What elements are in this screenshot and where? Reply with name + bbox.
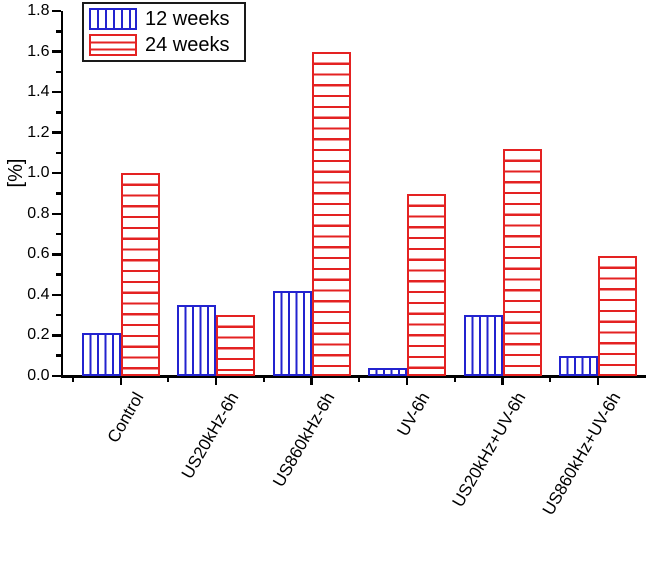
y-axis-major-tick [51, 171, 61, 175]
x-axis-major-tick [405, 377, 409, 385]
x-axis-major-tick [214, 377, 218, 385]
x-axis-major-tick [501, 377, 504, 385]
x-axis-major-tick [310, 377, 313, 385]
bar-12-weeks-US860kHz+UV-6h [559, 355, 598, 376]
y-tick-label: 0.0 [27, 367, 50, 384]
bar-24-weeks-UV-6h [407, 193, 447, 376]
bar-24-weeks-US860kHz-6h [311, 51, 351, 376]
y-tick-label: 0.2 [27, 326, 50, 344]
y-tick-label: 1.0 [27, 164, 50, 182]
y-axis-major-tick [51, 253, 61, 256]
y-axis-minor-tick [55, 151, 61, 155]
bar-24-weeks-US860kHz+UV-6h [598, 256, 637, 376]
y-tick-label: 0.4 [27, 285, 50, 303]
y-axis-minor-tick [55, 273, 61, 276]
x-axis-minor-tick [167, 377, 170, 382]
y-axis-major-tick [51, 334, 61, 337]
bar-12-weeks-US20kHz+UV-6h [463, 315, 503, 376]
x-axis [60, 375, 646, 378]
x-axis-minor-tick [72, 377, 75, 382]
y-axis-minor-tick [55, 313, 61, 317]
legend-item-12-weeks: 12 weeks [89, 8, 240, 31]
x-axis-minor-tick [549, 377, 552, 382]
bar-12-weeks-Control [81, 333, 121, 376]
bar-12-weeks-UV-6h [368, 367, 408, 376]
legend-label-24-weeks: 24 weeks [145, 33, 230, 56]
legend: 12 weeks 24 weeks [82, 2, 246, 62]
y-tick-label: 1.6 [27, 42, 50, 60]
x-axis-minor-tick [358, 377, 361, 382]
y-axis-major-tick [51, 293, 61, 297]
bar-12-weeks-US20kHz-6h [177, 305, 217, 376]
legend-item-24-weeks: 24 weeks [89, 33, 240, 56]
y-axis [60, 11, 63, 378]
x-axis-minor-tick [453, 377, 456, 382]
y-axis-major-tick [51, 90, 61, 94]
legend-swatch-24-weeks-icon [89, 33, 137, 56]
y-axis-minor-tick [55, 192, 61, 195]
y-tick-label: 0.8 [27, 204, 50, 222]
y-axis-minor-tick [55, 70, 61, 74]
y-axis-minor-tick [55, 30, 61, 33]
bar-12-weeks-US860kHz-6h [272, 290, 312, 376]
legend-swatch-12-weeks-icon [89, 8, 137, 31]
y-axis-major-tick [51, 212, 61, 216]
legend-label-12-weeks: 12 weeks [145, 8, 230, 31]
y-axis-major-tick [51, 9, 61, 13]
bar-24-weeks-Control [120, 173, 160, 376]
y-axis-major-tick [51, 50, 61, 53]
y-tick-label: 0.6 [27, 245, 50, 263]
x-category-label: Control [103, 389, 148, 446]
y-axis-minor-tick [55, 232, 61, 236]
y-tick-label: 1.8 [27, 2, 50, 19]
y-axis-minor-tick [55, 354, 61, 357]
y-tick-label: 1.4 [27, 83, 50, 101]
y-axis-minor-tick [55, 111, 61, 114]
bar-24-weeks-US20kHz-6h [216, 315, 256, 376]
bar-24-weeks-US20kHz+UV-6h [502, 148, 542, 376]
y-axis-major-tick [51, 131, 61, 134]
x-axis-major-tick [596, 377, 600, 385]
y-axis-major-tick [51, 374, 61, 378]
y-tick-label: 1.2 [27, 123, 50, 141]
x-axis-major-tick [119, 377, 122, 385]
x-axis-minor-tick [262, 377, 265, 382]
